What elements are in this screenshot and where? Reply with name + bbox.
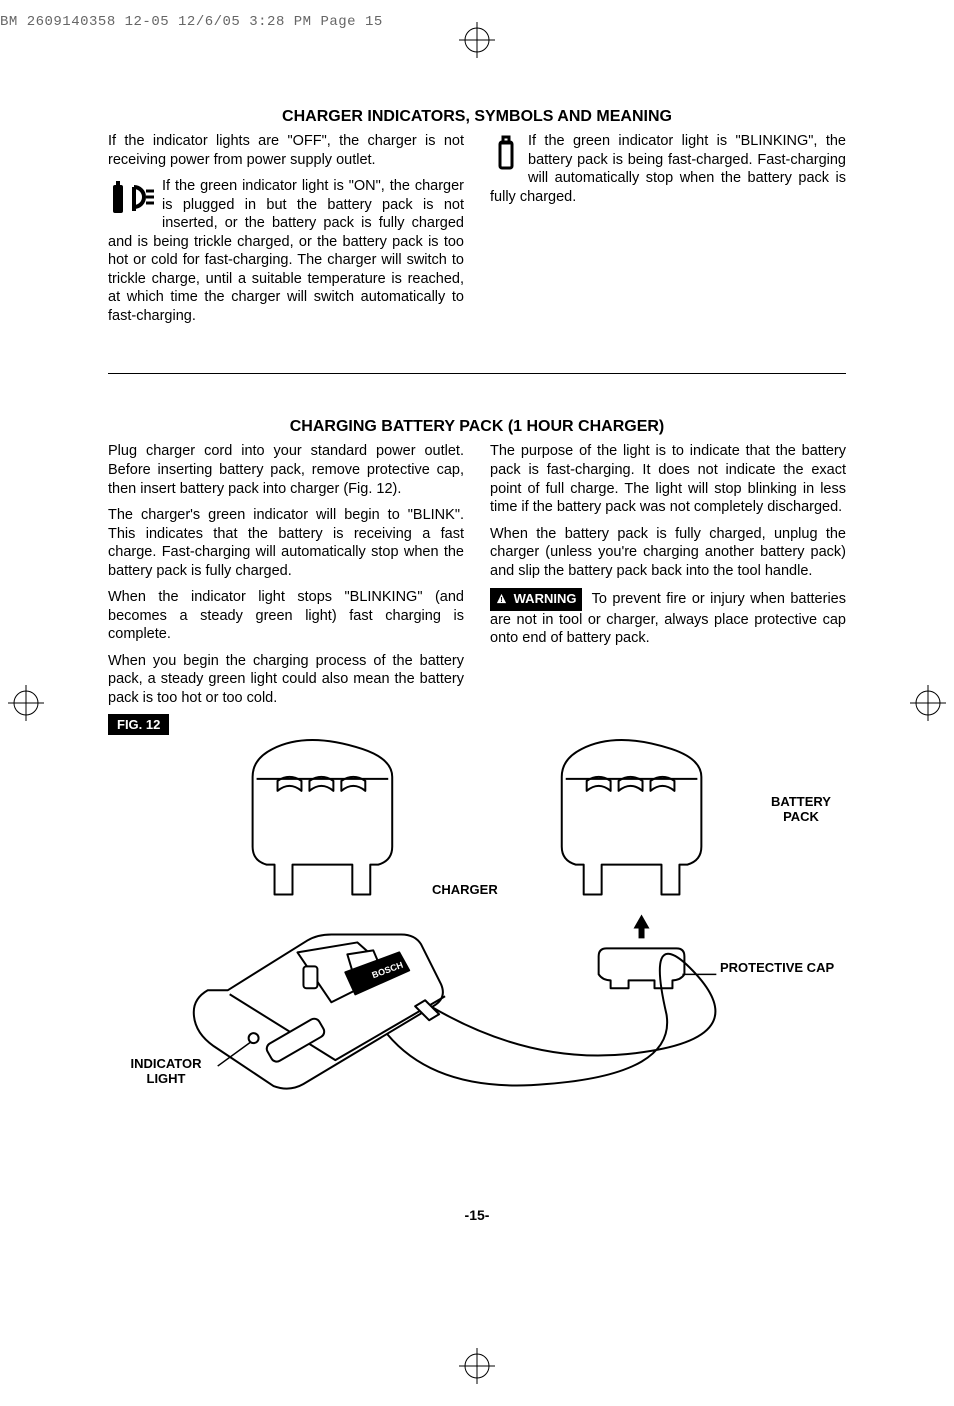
section1-body: If the indicator lights are "OFF", the c… <box>108 132 846 325</box>
section-divider <box>108 373 846 374</box>
section1-p2: If the green indicator light is "ON", th… <box>108 178 464 324</box>
section2-warning-p: ! WARNING To prevent fire or injury when… <box>490 588 846 648</box>
section2-p5: The purpose of the light is to indicate … <box>490 442 846 516</box>
section1-p2-wrap: If the green indicator light is "ON", th… <box>108 177 464 325</box>
crop-mark-left <box>8 685 44 721</box>
section2-title: CHARGING BATTERY PACK (1 HOUR CHARGER) <box>108 418 846 436</box>
label-protective-cap: PROTECTIVE CAP <box>720 961 834 976</box>
crop-mark-top <box>459 22 495 58</box>
prepress-header: BM 2609140358 12-05 12/6/05 3:28 PM Page… <box>0 14 383 30</box>
crop-mark-bottom <box>459 1348 495 1384</box>
section1-title: CHARGER INDICATORS, SYMBOLS AND MEANING <box>108 108 846 126</box>
label-charger: CHARGER <box>432 883 498 898</box>
section2-body: Plug charger cord into your standard pow… <box>108 442 846 707</box>
figure-12-svg: BOSCH <box>108 731 846 1160</box>
warning-triangle-icon: ! <box>496 593 507 604</box>
battery-outline-icon <box>490 134 522 174</box>
battery-plug-icon <box>108 179 158 219</box>
section2-p1: Plug charger cord into your standard pow… <box>108 442 464 498</box>
warning-label: WARNING <box>514 591 577 606</box>
section2-p4: When you begin the charging process of t… <box>108 652 464 708</box>
figure-12: BOSCH BATTERY PACK CHARGER PROTECTIVE CA… <box>108 731 846 1161</box>
section1-p3: If the green indicator light is "BLINKIN… <box>490 133 846 205</box>
page-number: -15- <box>108 1207 846 1223</box>
section2-p2: The charger's green indicator will begin… <box>108 506 464 580</box>
label-battery-pack: BATTERY PACK <box>756 795 846 825</box>
section2-p3: When the indicator light stops "BLINKING… <box>108 588 464 644</box>
warning-badge: ! WARNING <box>490 588 582 611</box>
crop-mark-right <box>910 685 946 721</box>
section2-p6: When the battery pack is fully charged, … <box>490 525 846 581</box>
section1-p3-wrap: If the green indicator light is "BLINKIN… <box>490 132 846 206</box>
svg-text:!: ! <box>500 595 502 604</box>
section1-p1: If the indicator lights are "OFF", the c… <box>108 132 464 169</box>
label-indicator-light: INDICATOR LIGHT <box>116 1057 216 1087</box>
